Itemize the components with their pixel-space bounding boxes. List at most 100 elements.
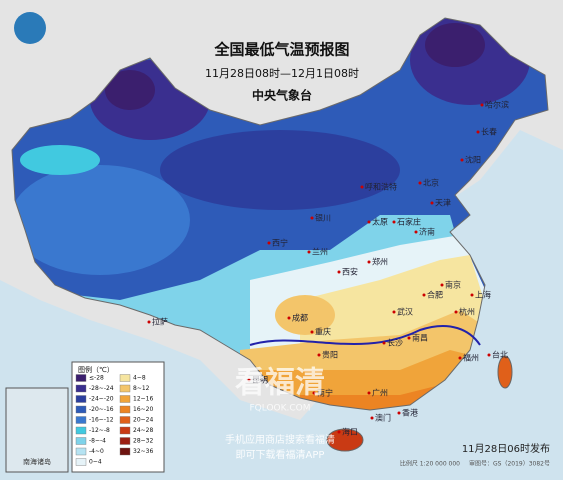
agency: 中央气象台	[252, 88, 312, 103]
approval: 审图号：GS（2019）3082号	[469, 460, 550, 468]
legend: ≤-28 4~8 -28~-24 8~12 -24~-20 12~16 -20~-16 16~…	[75, 374, 153, 466]
city-dot	[267, 241, 271, 245]
legend-label: 12~16	[133, 396, 153, 403]
legend-swatch	[119, 395, 131, 403]
city-label: 上海	[475, 290, 491, 300]
city-dot	[307, 250, 311, 254]
legend-swatch	[75, 374, 87, 382]
city-dot	[397, 411, 401, 415]
city-dot	[367, 260, 371, 264]
legend-label: 0~4	[89, 459, 102, 466]
watermark-line2: 即可下载看福清APP	[236, 448, 325, 461]
city-label: 西安	[342, 267, 358, 277]
city-label: 重庆	[315, 327, 331, 337]
legend-swatch	[119, 384, 131, 393]
border	[11, 17, 549, 411]
city-label: 杭州	[459, 307, 475, 317]
legend-label: 24~28	[133, 427, 153, 434]
subtitle: 11月28日08时—12月1日08时	[205, 67, 359, 80]
logo	[14, 12, 46, 44]
city-label: 哈尔滨	[485, 100, 509, 110]
legend-label: -4~0	[89, 448, 104, 455]
legend-label: 16~20	[133, 406, 153, 413]
taiwan	[497, 355, 513, 389]
title: 全国最低气温预报图	[213, 41, 349, 59]
legend-label: -20~-16	[89, 406, 114, 413]
city-label: 海口	[342, 427, 358, 437]
city-label: 台北	[492, 350, 508, 360]
city-label: 长沙	[387, 338, 403, 348]
legend-swatch	[119, 447, 131, 456]
city-dot	[480, 103, 484, 107]
legend-swatch	[75, 384, 87, 393]
city-dot	[476, 130, 480, 134]
city-dot	[458, 356, 462, 360]
watermark-name: 看福清	[235, 366, 325, 401]
city-dot	[147, 320, 151, 324]
zero-line	[249, 325, 481, 346]
city-dot	[418, 181, 422, 185]
city-dot	[310, 216, 314, 220]
legend-swatch	[75, 416, 87, 424]
watermark-site: FQLOOK.COM	[249, 404, 310, 414]
city-label: 昆明	[252, 376, 268, 385]
city-label: 南昌	[412, 333, 428, 343]
legend-swatch	[75, 395, 87, 403]
city-label: 长春	[481, 127, 497, 137]
city-dot	[317, 353, 321, 357]
city-dot	[367, 220, 371, 224]
legend-swatch	[119, 374, 131, 382]
city-dot	[382, 341, 386, 345]
city-label: 天津	[435, 198, 451, 208]
issued: 11月28日06时发布	[462, 442, 550, 455]
city-label: 澳门	[375, 413, 391, 423]
city-dot	[392, 220, 396, 224]
city-dot	[440, 283, 444, 287]
city-dot	[310, 330, 314, 334]
legend-swatch	[75, 405, 87, 414]
city-label: 石家庄	[397, 217, 421, 227]
city-dot	[430, 201, 434, 205]
inset-map	[5, 387, 69, 473]
legend-swatch	[75, 458, 87, 466]
city-label: 沈阳	[465, 155, 481, 165]
city-label: 拉萨	[152, 317, 168, 327]
city-label: 西宁	[272, 238, 288, 248]
city-dot	[360, 185, 364, 189]
legend-swatch	[119, 416, 131, 424]
legend-label: 28~32	[133, 438, 153, 445]
legend-swatch	[75, 437, 87, 445]
legend-label: -24~-20	[89, 396, 114, 403]
city-dot	[407, 336, 411, 340]
city-dot	[247, 378, 251, 382]
legend-swatch	[119, 437, 131, 445]
city-dot	[392, 310, 396, 314]
city-dot	[287, 316, 291, 320]
city-label: 南京	[445, 280, 461, 290]
hainan	[326, 428, 364, 452]
legend-label: 20~24	[133, 417, 153, 424]
city-label: 福州	[463, 354, 479, 363]
city-dot	[487, 353, 491, 357]
city-label: 郑州	[372, 257, 388, 267]
city-label: 太原	[372, 217, 388, 227]
legend-label: 4~8	[133, 375, 146, 382]
scale: 比例尺 1:20 000 000	[400, 460, 460, 468]
legend-label: -28~-24	[89, 385, 114, 392]
city-label: 武汉	[397, 307, 413, 317]
legend-swatch	[119, 426, 131, 435]
legend-label: 8~12	[133, 385, 150, 392]
legend-label: ≤-28	[89, 375, 104, 382]
legend-swatch	[119, 405, 131, 414]
city-label: 济南	[419, 227, 435, 237]
city-label: 北京	[423, 178, 439, 188]
legend-box	[71, 361, 165, 473]
watermark-line1: 手机应用商店搜索看福清	[225, 433, 335, 446]
city-dot	[460, 158, 464, 162]
city-dot	[470, 293, 474, 297]
legend-title: 图例（℃）	[78, 365, 114, 374]
city-dot	[454, 310, 458, 314]
legend-swatch	[75, 447, 87, 456]
city-dot	[422, 293, 426, 297]
